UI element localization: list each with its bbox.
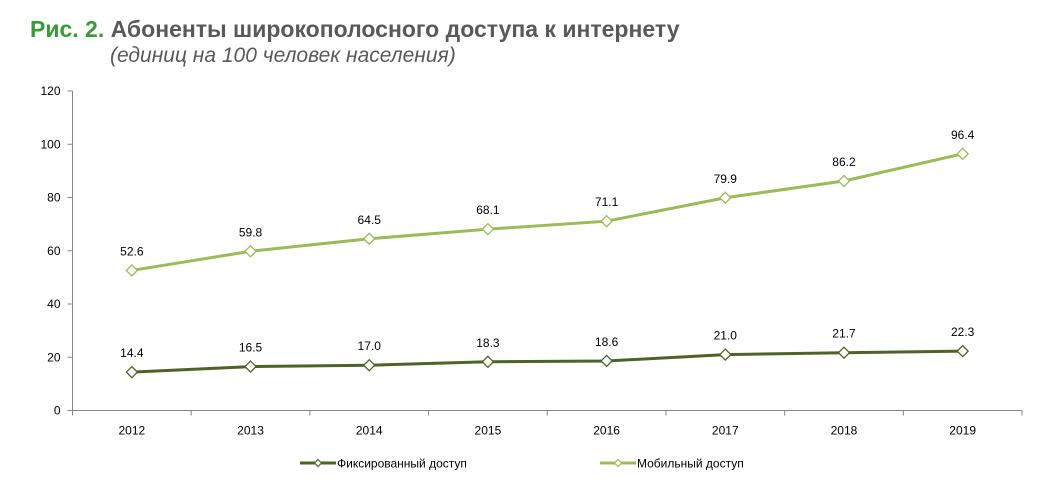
- data-label: 21.7: [832, 327, 856, 341]
- data-label: 14.4: [120, 346, 144, 360]
- data-point: [125, 365, 139, 379]
- data-label: 21.0: [714, 329, 738, 343]
- data-point: [362, 232, 376, 246]
- figure-number: Рис. 2.: [30, 16, 105, 42]
- x-tick-label: 2017: [712, 424, 739, 438]
- legend-label: Фиксированный доступ: [337, 457, 467, 471]
- data-point: [600, 214, 614, 228]
- data-point: [718, 348, 732, 362]
- data-label: 71.1: [595, 195, 619, 209]
- data-label: 64.5: [358, 213, 382, 227]
- y-tick-label: 100: [40, 137, 60, 151]
- data-point: [125, 264, 139, 277]
- data-label: 18.6: [595, 335, 619, 349]
- x-tick-label: 2018: [831, 424, 858, 438]
- chart-subtitle: (единиц на 100 человек населения): [110, 44, 456, 67]
- data-point: [481, 222, 495, 236]
- data-point: [718, 191, 732, 205]
- series-line-0: [131, 349, 963, 374]
- y-tick-label: 60: [47, 244, 61, 258]
- data-label: 52.6: [120, 244, 144, 258]
- y-tick-label: 0: [54, 404, 61, 418]
- x-tick-label: 2014: [356, 424, 383, 438]
- x-tick-label: 2013: [237, 424, 264, 438]
- data-point: [600, 354, 614, 368]
- data-point: [244, 360, 257, 373]
- legend-label: Мобильный доступ: [637, 457, 744, 471]
- data-label: 18.3: [476, 336, 500, 350]
- x-tick-label: 2019: [949, 424, 976, 438]
- data-point: [837, 174, 851, 188]
- data-label: 17.0: [358, 339, 382, 353]
- legend-marker: [313, 458, 323, 468]
- data-label: 68.1: [476, 203, 500, 217]
- y-tick-label: 20: [47, 350, 61, 364]
- data-label: 16.5: [239, 341, 263, 355]
- data-point: [481, 355, 495, 369]
- y-tick-label: 40: [47, 297, 61, 311]
- data-label: 22.3: [951, 325, 975, 339]
- y-tick-label: 80: [47, 191, 61, 205]
- data-point: [362, 358, 376, 372]
- data-point: [244, 244, 257, 258]
- legend-marker: [613, 458, 623, 468]
- data-point: [956, 344, 970, 358]
- x-tick-label: 2012: [118, 424, 145, 438]
- x-tick-label: 2016: [593, 424, 620, 438]
- data-label: 86.2: [832, 155, 856, 169]
- title-text: Абоненты широкополосного доступа к интер…: [110, 16, 680, 42]
- data-label: 96.4: [951, 128, 975, 142]
- data-point: [837, 346, 851, 360]
- y-tick-label: 120: [40, 84, 60, 98]
- chart-title: Рис. 2. Абоненты широкополосного доступа…: [30, 16, 679, 43]
- series-line-1: [131, 152, 963, 272]
- x-tick-label: 2015: [475, 424, 502, 438]
- data-point: [956, 147, 970, 161]
- data-label: 59.8: [239, 225, 263, 239]
- data-label: 79.9: [714, 172, 738, 186]
